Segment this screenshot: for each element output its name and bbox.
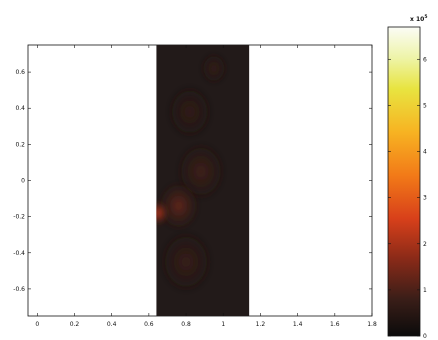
x-tick-label: 0.6	[144, 321, 154, 328]
x-tick-label: 0	[35, 321, 39, 328]
x-tick-label: 0.4	[107, 321, 117, 328]
colorbar-tick-label: 1	[423, 287, 427, 294]
x-tick-label: 1.8	[367, 321, 377, 328]
y-tick-label: 0.4	[15, 105, 25, 112]
colorbar-tick-label: 5	[423, 102, 427, 109]
heatmap-image	[156, 45, 250, 316]
colorbar-tick-label: 4	[423, 149, 427, 156]
y-tick-label: -0.6	[13, 286, 25, 293]
y-tick-label: -0.4	[13, 250, 25, 257]
colorbar-multiplier-base: x 10	[410, 16, 424, 23]
x-tick-label: 1.6	[330, 321, 340, 328]
heatmap-blob	[167, 84, 213, 139]
colorbar	[387, 26, 421, 337]
x-tick-label: 0.8	[181, 321, 191, 328]
heatmap-peak	[156, 200, 169, 226]
y-tick-label: -0.2	[13, 214, 25, 221]
heatmap-blob	[200, 52, 228, 85]
y-tick-label: 0	[21, 178, 25, 185]
colorbar-multiplier: x 105	[410, 14, 427, 23]
x-tick-label: 1	[221, 321, 225, 328]
x-tick-label: 1.2	[256, 321, 266, 328]
colorbar-axis: 0 1 2 3 4 5 6	[388, 56, 427, 340]
colorbar-multiplier-exponent: 5	[424, 14, 427, 20]
colorbar-tick-label: 3	[423, 195, 427, 202]
y-tick-label: 0.6	[15, 69, 25, 76]
x-tick-label: 1.4	[293, 321, 303, 328]
x-tick-label: 0.2	[70, 321, 80, 328]
heatmap-blob	[159, 230, 213, 294]
y-axis: 0.6 0.4 0.2 0 -0.2 -0.4 -0.6	[13, 69, 372, 293]
heatmap-blob	[157, 180, 200, 231]
colorbar-tick-label: 6	[423, 56, 427, 63]
x-axis: 0 0.2 0.4 0.6 0.8 1 1.2 1.4 1.6 1.8	[35, 45, 377, 328]
colorbar-tick-label: 0	[423, 333, 427, 340]
y-tick-label: 0.2	[15, 141, 25, 148]
colorbar-tick-label: 2	[423, 241, 427, 248]
